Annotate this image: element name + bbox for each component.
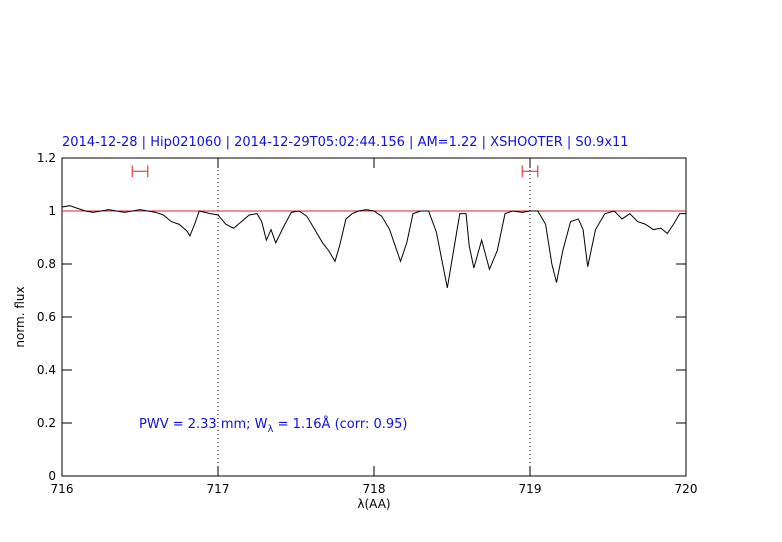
y-tick-label: 0 <box>48 469 56 483</box>
x-tick-label: 716 <box>51 482 74 496</box>
y-tick-label: 1 <box>48 204 56 218</box>
chart-title: 2014-12-28 | Hip021060 | 2014-12-29T05:0… <box>62 135 629 150</box>
x-axis-label: λ(AA) <box>357 497 390 511</box>
x-tick-label: 717 <box>207 482 230 496</box>
y-tick-label: 0.4 <box>37 363 56 377</box>
x-tick-label: 719 <box>519 482 542 496</box>
annotation-part: PWV = 2.33 mm; W <box>139 417 268 432</box>
y-tick-label: 0.6 <box>37 310 56 324</box>
y-tick-label: 0.8 <box>37 257 56 271</box>
y-axis-label: norm. flux <box>13 286 27 347</box>
x-tick-label: 720 <box>675 482 698 496</box>
y-tick-label: 0.2 <box>37 416 56 430</box>
annotation-part: = 1.16Å (corr: 0.95) <box>273 416 407 432</box>
spectrum-line <box>61 205 686 288</box>
annotation-subscript: λ <box>268 424 274 435</box>
y-tick-label: 1.2 <box>37 151 56 165</box>
annotation: PWV = 2.33 mm; Wλ = 1.16Å (corr: 0.95) <box>139 416 408 435</box>
x-tick-label: 718 <box>363 482 386 496</box>
